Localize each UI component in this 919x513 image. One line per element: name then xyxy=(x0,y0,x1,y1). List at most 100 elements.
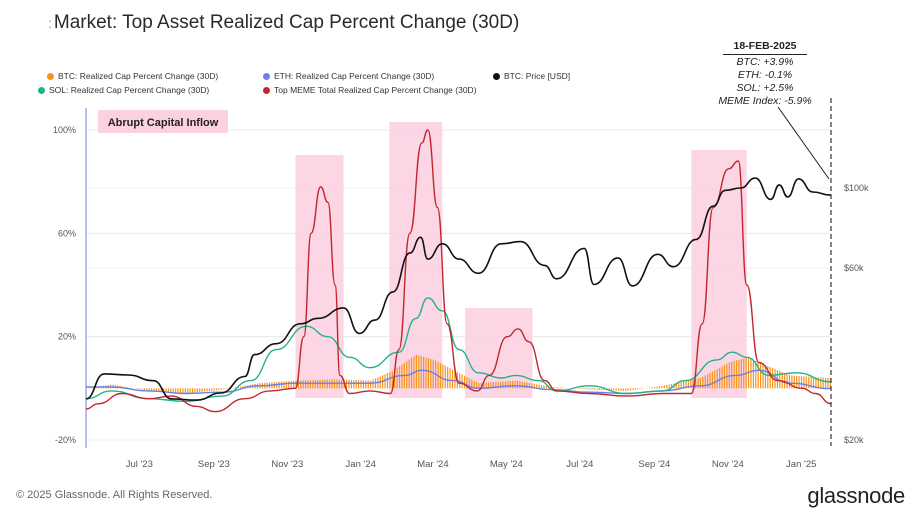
btc-realized-cap-bar xyxy=(755,360,757,389)
btc-realized-cap-bar xyxy=(704,375,706,389)
btc-realized-cap-bar xyxy=(791,375,793,389)
btc-realized-cap-bar xyxy=(502,381,504,389)
legend-label: SOL: Realized Cap Percent Change (30D) xyxy=(49,85,210,95)
btc-realized-cap-bar xyxy=(297,380,300,389)
btc-realized-cap-bar xyxy=(191,388,194,393)
btc-realized-cap-bar xyxy=(613,388,615,391)
x-tick-label: Sep '23 xyxy=(198,459,230,470)
btc-realized-cap-bar xyxy=(319,379,321,389)
btc-realized-cap-bar xyxy=(172,388,174,393)
btc-realized-cap-bar xyxy=(663,385,665,389)
btc-realized-cap-bar xyxy=(358,380,360,389)
legend-swatch-sol xyxy=(38,86,45,94)
annotation-sol: SOL: +2.5% xyxy=(736,82,794,94)
btc-realized-cap-bar xyxy=(707,374,709,389)
legend-swatch-eth xyxy=(263,72,270,80)
btc-realized-cap-bar xyxy=(759,363,762,389)
btc-realized-cap-bar xyxy=(138,388,141,390)
y-tick-label-left: 60% xyxy=(58,228,76,238)
btc-realized-cap-bar xyxy=(824,377,827,389)
btc-realized-cap-bar xyxy=(661,385,663,389)
btc-realized-cap-bar xyxy=(723,365,726,389)
btc-realized-cap-bar xyxy=(143,388,145,391)
btc-realized-cap-bar xyxy=(305,380,307,389)
btc-realized-cap-bar xyxy=(827,378,829,389)
btc-realized-cap-bar xyxy=(769,367,771,389)
eth-realized-cap-line xyxy=(85,369,832,395)
btc-realized-cap-bar xyxy=(348,379,350,389)
btc-realized-cap-bar xyxy=(146,388,148,391)
btc-realized-cap-bar xyxy=(189,388,191,394)
y-tick-label-left: -20% xyxy=(55,435,76,445)
x-tick-label: Sep '24 xyxy=(638,459,670,470)
btc-realized-cap-bar xyxy=(829,378,831,389)
legend-btc-price[interactable]: BTC: Price [USD] xyxy=(493,71,570,81)
btc-realized-cap-bar xyxy=(632,388,634,391)
btc-realized-cap-bar xyxy=(656,386,658,389)
btc-realized-cap-bar xyxy=(762,364,764,389)
btc-realized-cap-bar xyxy=(808,376,810,389)
btc-realized-cap-bar xyxy=(678,382,680,389)
btc-realized-cap-bar xyxy=(719,367,721,389)
legend-meme-realized-cap[interactable]: Top MEME Total Realized Cap Percent Chan… xyxy=(263,85,477,95)
btc-realized-cap-bar xyxy=(798,376,800,389)
btc-realized-cap-bar xyxy=(206,388,208,392)
legend-label: Top MEME Total Realized Cap Percent Chan… xyxy=(274,85,477,95)
legend-swatch-meme xyxy=(263,86,270,94)
btc-realized-cap-bar xyxy=(702,376,704,389)
btc-realized-cap-bar xyxy=(126,387,129,389)
highlight-band xyxy=(691,150,747,398)
btc-realized-cap-bar xyxy=(793,375,795,389)
btc-realized-cap-bar xyxy=(418,355,420,389)
btc-realized-cap-bar xyxy=(497,381,499,389)
btc-realized-cap-bar xyxy=(796,375,798,389)
btc-realized-cap-bar xyxy=(163,388,165,392)
btc-realized-cap-bar xyxy=(589,388,591,390)
btc-realized-cap-bar xyxy=(545,385,547,389)
legend-eth-realized-cap[interactable]: ETH: Realized Cap Percent Change (30D) xyxy=(263,71,434,81)
btc-realized-cap-bar xyxy=(711,371,714,389)
x-tick-label: Nov '24 xyxy=(712,459,744,470)
btc-realized-cap-bar xyxy=(136,388,138,389)
btc-realized-cap-bar xyxy=(203,388,206,392)
btc-realized-cap-bar xyxy=(601,388,603,391)
btc-realized-cap-bar xyxy=(194,388,196,393)
btc-realized-cap-bar xyxy=(338,379,340,389)
btc-realized-cap-bar xyxy=(721,366,723,389)
btc-realized-cap-bar xyxy=(692,379,694,389)
btc-realized-cap-bar xyxy=(800,376,803,389)
btc-realized-cap-bar xyxy=(507,381,509,389)
btc-realized-cap-bar xyxy=(401,364,403,389)
btc-realized-cap-bar xyxy=(155,388,158,392)
glassnode-logo[interactable]: glassnode xyxy=(807,483,905,508)
btc-realized-cap-bar xyxy=(521,381,523,389)
btc-realized-cap-bar xyxy=(543,385,545,389)
btc-realized-cap-bar xyxy=(302,380,304,389)
btc-realized-cap-bar xyxy=(384,374,386,389)
btc-realized-cap-bar xyxy=(153,388,155,392)
x-tick-label: Nov '23 xyxy=(271,459,303,470)
btc-realized-cap-bar xyxy=(822,377,824,389)
legend-btc-realized-cap[interactable]: BTC: Realized Cap Percent Change (30D) xyxy=(47,71,218,81)
btc-realized-cap-bar xyxy=(367,380,369,389)
btc-realized-cap-bar xyxy=(199,388,201,393)
btc-realized-cap-bar xyxy=(350,379,352,389)
btc-realized-cap-bar xyxy=(555,387,557,389)
btc-realized-cap-bar xyxy=(394,369,396,389)
btc-realized-cap-bar xyxy=(471,379,473,389)
btc-realized-cap-bar xyxy=(774,369,776,389)
btc-realized-cap-bar xyxy=(398,366,401,389)
btc-realized-cap-bar xyxy=(430,358,432,389)
btc-realized-cap-bar xyxy=(627,388,629,391)
btc-realized-cap-bar xyxy=(637,388,639,390)
highlight-band xyxy=(295,155,344,398)
btc-realized-cap-bar xyxy=(466,377,468,389)
btc-realized-cap-bar xyxy=(442,364,444,389)
btc-realized-cap-bar xyxy=(812,377,815,389)
btc-realized-cap-bar xyxy=(341,379,343,389)
copyright-footer: © 2025 Glassnode. All Rights Reserved. xyxy=(16,489,213,501)
btc-realized-cap-bar xyxy=(461,374,463,389)
btc-realized-cap-bar xyxy=(651,387,653,389)
legend-sol-realized-cap[interactable]: SOL: Realized Cap Percent Change (30D) xyxy=(38,85,209,95)
